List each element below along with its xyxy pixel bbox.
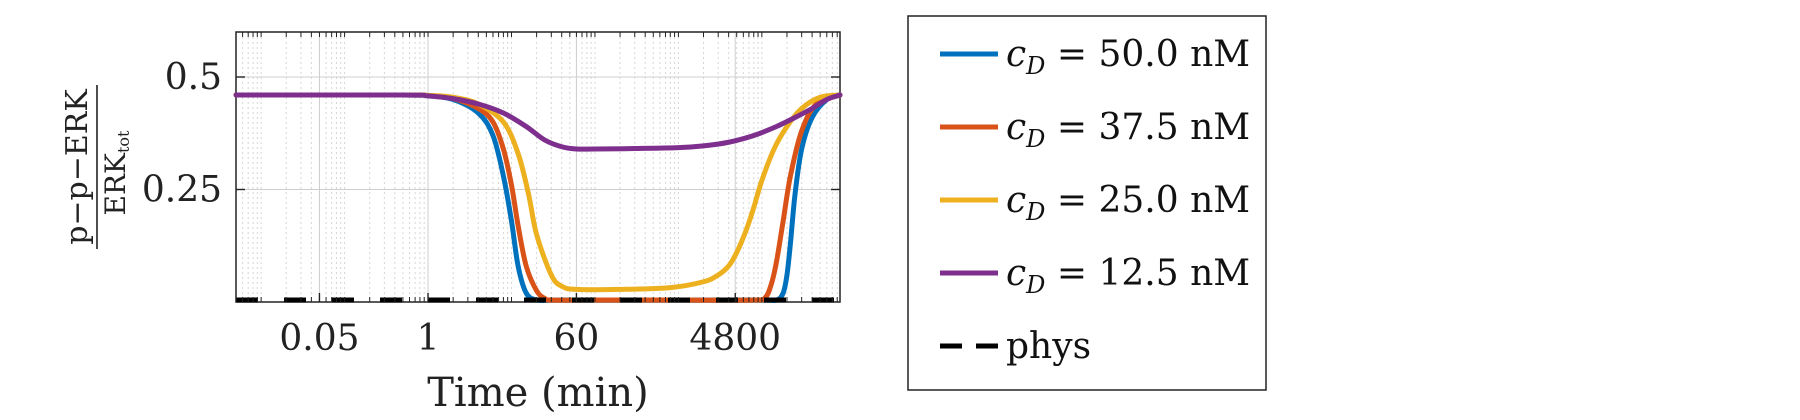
x-axis-label: Time (min)	[427, 370, 648, 416]
grid	[235, 32, 840, 302]
legend-label: cD = 12.5 nM	[1006, 253, 1250, 299]
legend: cD = 50.0 nM cD = 37.5 nM cD = 25.0 nM cD =…	[907, 15, 1267, 391]
y-label-denominator: ERKtot	[99, 130, 133, 216]
legend-item: phys	[940, 326, 1091, 367]
series-line-4	[233, 92, 843, 152]
y-tick-label: 0.25	[142, 170, 222, 211]
y-tick-label: 0.5	[165, 57, 222, 98]
legend-label: cD = 37.5 nM	[1006, 107, 1250, 153]
x-tick-label: 1	[417, 318, 440, 359]
legend-item: cD = 12.5 nM	[940, 253, 1250, 299]
legend-box	[907, 15, 1267, 391]
legend-item: cD = 25.0 nM	[940, 180, 1250, 226]
legend-label: phys	[1006, 326, 1091, 367]
axes: 0.05 1 60 4800 0.25 0.5	[142, 32, 840, 359]
x-tick-label: 4800	[689, 318, 781, 359]
legend-item: cD = 37.5 nM	[940, 107, 1250, 153]
legend-label: cD = 25.0 nM	[1006, 180, 1250, 226]
x-tick-label: 60	[554, 318, 600, 359]
legend-label: cD = 50.0 nM	[1006, 34, 1250, 80]
legend-item: cD = 50.0 nM	[940, 34, 1250, 80]
y-label-numerator: p−p−ERK	[60, 89, 95, 245]
y-axis-label: p−p−ERK ERKtot	[60, 85, 133, 249]
x-tick-label: 0.05	[279, 318, 359, 359]
